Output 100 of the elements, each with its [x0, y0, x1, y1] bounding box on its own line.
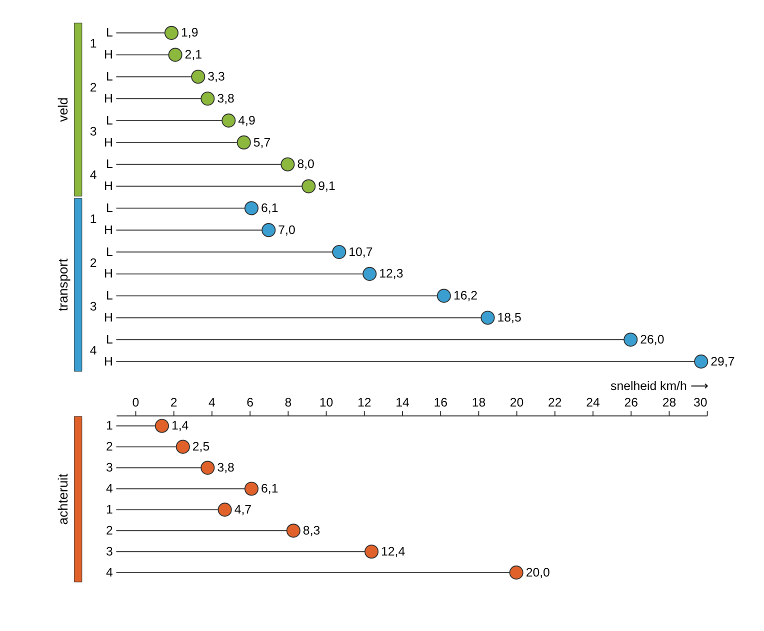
y-tick-label: H [104, 310, 113, 325]
text: 2 [90, 80, 97, 94]
y-tick-label: 3 [106, 544, 113, 558]
data-label: 16,2 [453, 288, 478, 303]
x-tick-label: 4 [208, 395, 216, 410]
x-tick-label: 6 [246, 395, 254, 410]
text: 4 [90, 343, 97, 358]
y-tick-label: H [104, 266, 113, 281]
text: 3 [90, 124, 97, 138]
point [200, 460, 215, 475]
x-tick-label: 30 [694, 395, 708, 410]
point [332, 244, 346, 260]
point [200, 92, 215, 106]
y-tick-label: 3 [106, 460, 113, 475]
data-label: 9,1 [318, 179, 336, 194]
x-tick-label: 22 [548, 395, 562, 410]
data-label: 3,8 [217, 91, 235, 106]
point [236, 135, 251, 150]
y-tick-label: L [106, 26, 113, 40]
data-label: 1,4 [171, 418, 189, 433]
y-tick-label: L [106, 288, 113, 303]
point [436, 288, 451, 303]
point [244, 482, 259, 496]
point [176, 440, 190, 454]
y-tick-label: 4 [106, 482, 113, 496]
point [154, 418, 169, 433]
point [222, 114, 236, 128]
data-label: 1,9 [181, 26, 198, 40]
point [164, 26, 179, 40]
point [302, 179, 316, 194]
data-label: 3,3 [208, 70, 225, 84]
text: veld [56, 97, 71, 122]
y-tick-label: 2 [106, 440, 113, 454]
y-tick-label: H [104, 179, 113, 194]
y-tick-label: L [106, 70, 113, 84]
point [280, 157, 295, 172]
data-label: 7,0 [278, 222, 296, 237]
data-label: 12,4 [381, 544, 406, 558]
text: 1 [90, 212, 97, 226]
text: achteruit [56, 473, 71, 525]
x-tick-label: 20 [510, 395, 524, 410]
point [694, 354, 708, 369]
x-tick-label: 12 [357, 395, 372, 410]
x-tick-label: 28 [662, 395, 676, 410]
text: 1 [90, 36, 97, 51]
text: 3 [90, 300, 97, 314]
y-tick-label: 4 [106, 565, 113, 580]
data-label: 6,1 [261, 482, 278, 496]
point [191, 70, 206, 84]
text: 2 [90, 256, 97, 270]
text: 4 [90, 168, 97, 182]
data-label: 4,7 [234, 502, 252, 517]
y-tick-label: L [106, 332, 113, 346]
y-tick-label: 1 [106, 502, 113, 517]
x-tick-label: 0 [132, 395, 140, 410]
point [509, 566, 524, 580]
data-label: 2,1 [184, 48, 202, 62]
data-label: 10,7 [348, 244, 373, 259]
data-label: 4,9 [238, 113, 256, 128]
y-tick-label: L [106, 157, 113, 172]
point [244, 201, 259, 216]
point [262, 223, 276, 238]
point [624, 332, 638, 347]
point [362, 266, 377, 281]
x-tick-label: 10 [319, 395, 334, 410]
y-tick-label: 1 [106, 418, 113, 433]
data-label: 12,3 [379, 266, 404, 281]
point [168, 48, 182, 62]
y-tick-label: 2 [106, 523, 113, 538]
data-label: 5,7 [253, 135, 271, 150]
x-tick-label: 18 [472, 395, 486, 410]
y-tick-label: H [104, 354, 113, 368]
x-tick-label: 14 [396, 395, 410, 410]
point [480, 310, 495, 325]
y-tick-label: L [106, 113, 113, 128]
y-tick-label: L [106, 244, 113, 259]
y-tick-label: H [104, 91, 113, 106]
x-tick-label: 2 [170, 395, 178, 410]
data-label: 3,8 [217, 460, 235, 475]
x-axis-title: snelheid km/h ⟶ [610, 379, 708, 394]
y-tick-label: H [104, 48, 113, 62]
x-tick-label: 24 [586, 395, 600, 410]
point [286, 524, 300, 538]
data-label: 26,0 [640, 332, 664, 346]
data-label: 2,5 [192, 440, 210, 454]
x-tick-label: 16 [434, 395, 448, 410]
data-label: 8,3 [302, 523, 320, 538]
point [218, 502, 232, 517]
point [364, 544, 379, 559]
x-tick-label: 26 [624, 395, 638, 410]
data-label: 8,0 [297, 157, 315, 172]
data-label: 6,1 [261, 201, 278, 215]
text: transport [56, 258, 71, 312]
data-label: 20,0 [526, 565, 550, 580]
y-tick-label: L [106, 201, 113, 215]
x-tick-label: 8 [284, 395, 292, 410]
y-tick-label: H [104, 222, 113, 237]
data-label: 18,5 [497, 310, 522, 325]
data-label: 29,7 [710, 354, 735, 368]
y-tick-label: H [104, 135, 113, 150]
